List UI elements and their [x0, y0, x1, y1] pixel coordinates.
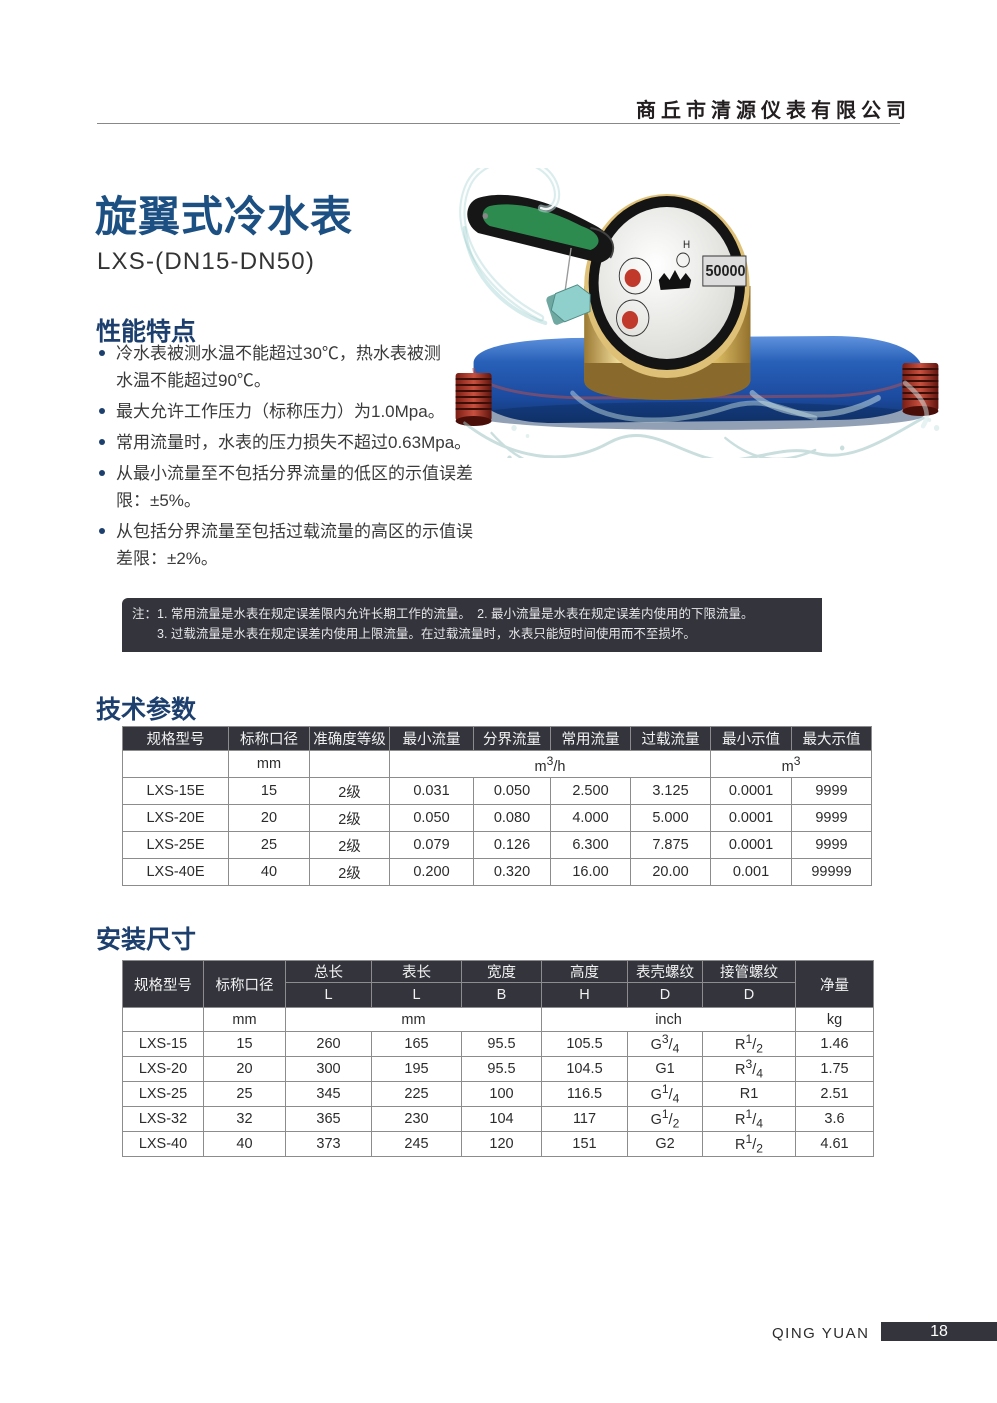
svg-text:H: H — [683, 240, 690, 252]
svg-text:50000: 50000 — [706, 262, 746, 280]
